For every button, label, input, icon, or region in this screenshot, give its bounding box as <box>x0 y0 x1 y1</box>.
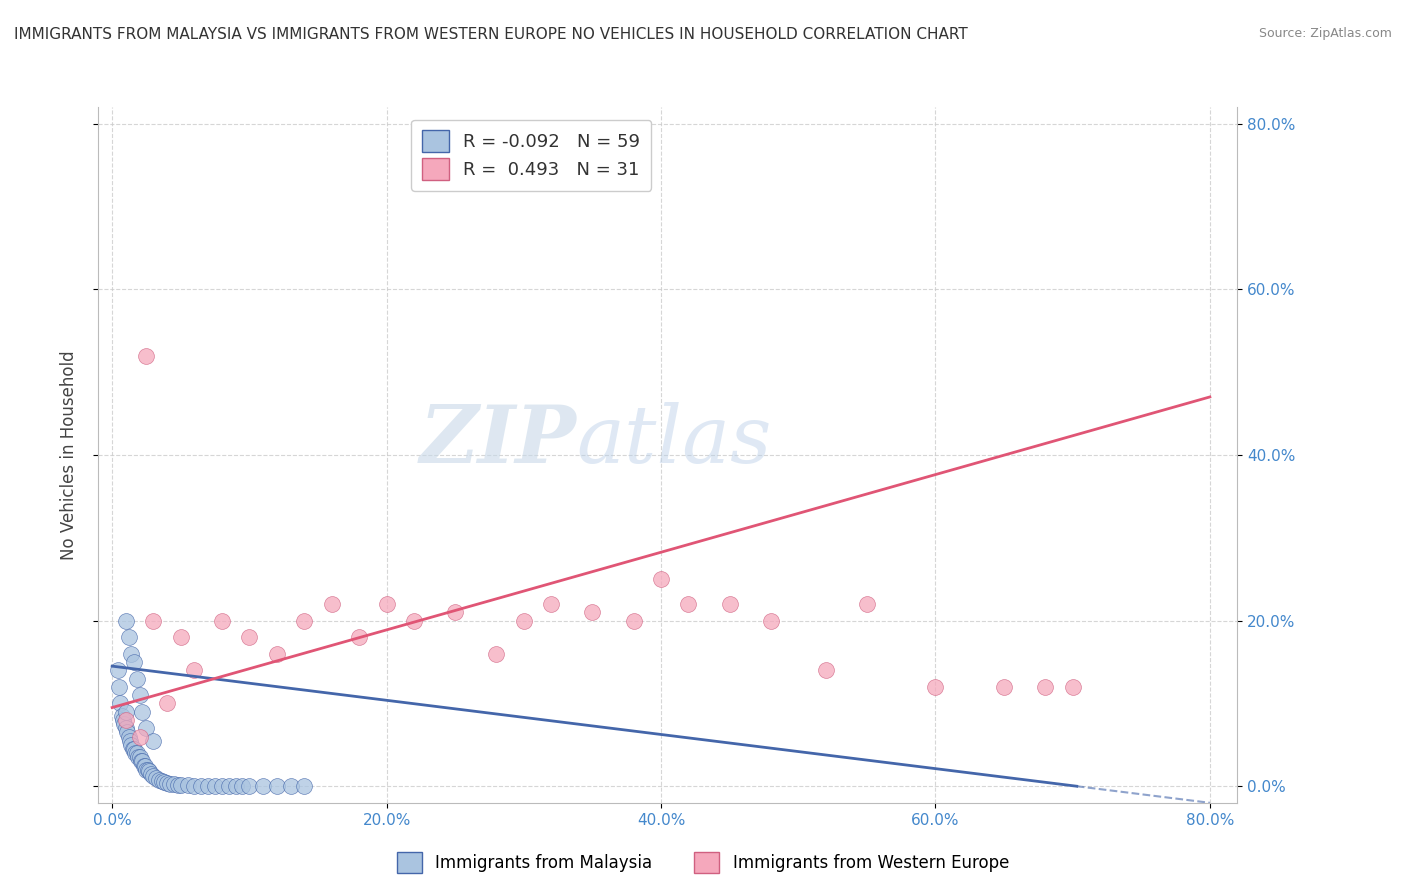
Point <box>128 688 150 702</box>
Point <box>156 697 179 711</box>
Point <box>375 597 398 611</box>
Point <box>115 725 138 739</box>
Point <box>292 614 315 628</box>
Legend: Immigrants from Malaysia, Immigrants from Western Europe: Immigrants from Malaysia, Immigrants fro… <box>391 846 1015 880</box>
Point <box>125 672 148 686</box>
Point <box>125 746 148 760</box>
Point <box>197 779 219 793</box>
Point <box>856 597 879 611</box>
Point <box>114 717 136 731</box>
Point <box>111 708 134 723</box>
Point <box>266 779 288 793</box>
Legend: R = -0.092   N = 59, R =  0.493   N = 31: R = -0.092 N = 59, R = 0.493 N = 31 <box>411 120 651 191</box>
Point <box>145 771 167 785</box>
Y-axis label: No Vehicles in Household: No Vehicles in Household <box>59 350 77 560</box>
Point <box>211 779 233 793</box>
Point <box>135 763 157 777</box>
Point <box>159 777 181 791</box>
Point <box>176 778 198 793</box>
Point <box>513 614 536 628</box>
Point <box>124 746 146 760</box>
Point <box>120 647 142 661</box>
Point <box>678 597 700 611</box>
Point <box>128 730 150 744</box>
Point <box>814 663 837 677</box>
Point <box>129 755 152 769</box>
Point <box>110 697 132 711</box>
Point <box>402 614 425 628</box>
Point <box>225 779 247 793</box>
Point <box>108 680 131 694</box>
Point <box>650 572 672 586</box>
Point <box>121 742 143 756</box>
Point <box>112 713 135 727</box>
Point <box>117 730 139 744</box>
Point <box>993 680 1015 694</box>
Point <box>150 774 173 789</box>
Point <box>218 779 240 793</box>
Point <box>1062 680 1084 694</box>
Point <box>759 614 782 628</box>
Point <box>231 779 253 793</box>
Point <box>170 630 193 644</box>
Point <box>1033 680 1056 694</box>
Point <box>142 733 165 747</box>
Point <box>444 605 467 619</box>
Point <box>127 750 149 764</box>
Point <box>292 779 315 793</box>
Point <box>142 614 165 628</box>
Point <box>163 777 186 791</box>
Point <box>128 750 150 764</box>
Point <box>122 655 145 669</box>
Point <box>135 349 157 363</box>
Point <box>170 778 193 792</box>
Point <box>139 767 162 781</box>
Point <box>115 721 138 735</box>
Point <box>148 772 170 787</box>
Point <box>238 779 260 793</box>
Point <box>581 605 603 619</box>
Point <box>266 647 288 661</box>
Text: IMMIGRANTS FROM MALAYSIA VS IMMIGRANTS FROM WESTERN EUROPE NO VEHICLES IN HOUSEH: IMMIGRANTS FROM MALAYSIA VS IMMIGRANTS F… <box>14 27 967 42</box>
Point <box>280 779 302 793</box>
Point <box>118 733 141 747</box>
Point <box>156 776 179 790</box>
Text: Source: ZipAtlas.com: Source: ZipAtlas.com <box>1258 27 1392 40</box>
Point <box>183 663 205 677</box>
Point <box>167 778 190 792</box>
Point <box>134 758 156 772</box>
Point <box>131 755 153 769</box>
Point <box>115 614 138 628</box>
Point <box>136 763 159 777</box>
Point <box>107 663 129 677</box>
Point <box>142 769 165 783</box>
Point <box>117 630 139 644</box>
Point <box>252 779 274 793</box>
Point <box>120 738 142 752</box>
Point <box>485 647 508 661</box>
Point <box>623 614 645 628</box>
Point <box>183 779 205 793</box>
Point <box>204 779 226 793</box>
Point <box>153 775 176 789</box>
Point <box>131 705 153 719</box>
Point <box>540 597 562 611</box>
Point <box>347 630 370 644</box>
Text: ZIP: ZIP <box>420 402 576 480</box>
Point <box>138 764 160 779</box>
Point <box>718 597 741 611</box>
Point <box>122 742 145 756</box>
Point <box>132 758 155 772</box>
Point <box>115 705 138 719</box>
Point <box>190 779 212 793</box>
Point <box>211 614 233 628</box>
Point <box>238 630 260 644</box>
Point <box>924 680 946 694</box>
Point <box>321 597 343 611</box>
Point <box>135 721 157 735</box>
Point <box>115 713 138 727</box>
Text: atlas: atlas <box>576 402 772 480</box>
